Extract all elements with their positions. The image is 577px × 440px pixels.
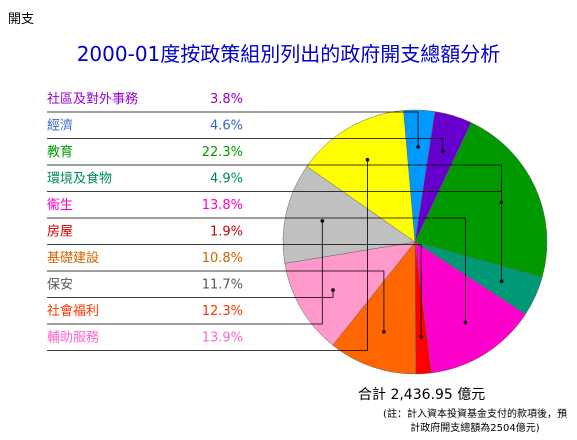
leader-endpoint: [419, 335, 424, 339]
leader-endpoint: [463, 320, 468, 325]
footnote: (註：計入資本投資基金支付的款項後，預計政府開支總額為2504億元): [383, 409, 567, 434]
leader-line: [47, 111, 419, 147]
leader-lines: [47, 111, 504, 351]
pie-slice: [284, 241, 416, 346]
legend-value: 13.9%: [202, 331, 243, 346]
legend-value: 22.3%: [202, 145, 243, 160]
pie-slice: [282, 166, 416, 264]
pie-slice: [306, 110, 416, 243]
legend-label: 保安: [47, 278, 73, 293]
leader-line: [47, 220, 323, 325]
legend-value: 13.8%: [202, 198, 243, 213]
leader-line: [47, 191, 503, 282]
legend-label: 社會福利: [47, 303, 99, 319]
leader-endpoint: [499, 279, 504, 284]
legend-label: 衞生: [47, 198, 73, 213]
corner-label: 開支: [8, 12, 35, 27]
pie-slice: [332, 241, 416, 375]
leader-endpoint: [440, 149, 445, 153]
leader-line: [47, 290, 334, 298]
leader-line: [47, 244, 422, 337]
leader-endpoint: [416, 145, 420, 149]
pie-slices: [282, 109, 548, 375]
leader-endpoint: [320, 219, 325, 223]
leader-endpoint: [331, 288, 335, 292]
leader-line: [47, 159, 368, 351]
legend-value: 12.3%: [202, 304, 243, 319]
legend-value: 10.8%: [202, 251, 243, 266]
legend-label: 社區及對外事務: [47, 91, 138, 107]
leader-endpoint: [382, 330, 386, 334]
legend-label: 輔助服務: [47, 331, 99, 346]
leader-line: [47, 217, 466, 323]
legend-value: 3.8%: [210, 92, 243, 107]
legend-label: 房屋: [47, 224, 73, 240]
pie-slice: [414, 241, 526, 374]
legend-label: 環境及食物: [47, 171, 112, 187]
leader-line: [47, 164, 502, 203]
legend-value: 1.9%: [210, 225, 243, 240]
legend-value: 11.7%: [202, 278, 243, 293]
legend: 社區及對外事務 3.8% 經濟 4.6% 教育 22.3% 環境及食物 4.9% 衞生 13.8%…: [47, 91, 243, 346]
leader-endpoint: [365, 157, 370, 162]
legend-label: 經濟: [47, 118, 73, 134]
leader-line: [47, 270, 385, 332]
legend-value: 4.9%: [210, 172, 243, 187]
leader-line: [47, 138, 444, 152]
pie-slice: [414, 122, 548, 278]
chart-title: 2000-01度按政策組別列出的政府開支總額分析: [76, 42, 501, 66]
legend-value: 4.6%: [210, 119, 243, 134]
total-label: 合計 2,436.95 億元: [358, 387, 486, 403]
legend-label: 教育: [47, 144, 73, 160]
legend-label: 基礎建設: [47, 250, 99, 266]
